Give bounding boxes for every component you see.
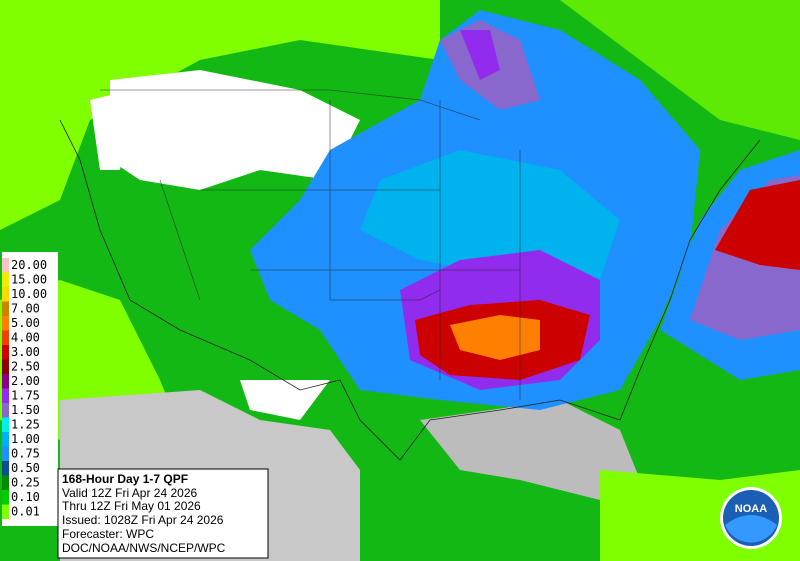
legend-label: 1.50 xyxy=(11,403,40,417)
light-green-area xyxy=(0,0,440,230)
info-box: 168-Hour Day 1-7 QPF Valid 12Z Fri Apr 2… xyxy=(57,468,269,559)
info-line: Thru 12Z Fri May 01 2026 xyxy=(62,499,201,513)
legend-label: 1.00 xyxy=(11,432,40,446)
legend-swatch xyxy=(2,388,9,403)
legend-swatch xyxy=(2,359,9,374)
legend-label: 0.50 xyxy=(11,461,40,475)
light-green-area xyxy=(560,0,800,140)
legend-label: 0.01 xyxy=(11,504,40,518)
logo-text: NOAA xyxy=(735,503,767,515)
legend-label: 1.75 xyxy=(11,388,40,402)
legend-label: 1.25 xyxy=(11,417,40,431)
legend-swatch xyxy=(2,461,9,476)
legend-label: 0.75 xyxy=(11,446,40,460)
logo-wave xyxy=(725,515,777,543)
cyan-area xyxy=(360,150,620,280)
info-line: DOC/NOAA/NWS/NCEP/WPC xyxy=(62,541,226,555)
gulf-gray xyxy=(420,400,640,500)
legend-label: 5.00 xyxy=(11,316,40,330)
info-line: Forecaster: WPC xyxy=(62,527,154,541)
info-line: Valid 12Z Fri Apr 24 2026 xyxy=(62,486,198,500)
no-precip xyxy=(240,380,330,420)
legend-label: 2.00 xyxy=(11,374,40,388)
state-lines xyxy=(100,89,521,400)
info-title: 168-Hour Day 1-7 QPF xyxy=(62,472,188,486)
legend-label: 7.00 xyxy=(11,301,40,315)
legend-label: 3.00 xyxy=(11,345,40,359)
legend-label: 10.00 xyxy=(11,287,47,301)
legend-swatch xyxy=(2,258,9,273)
legend-swatch xyxy=(2,374,9,389)
legend-swatch xyxy=(2,287,9,302)
no-precip xyxy=(110,70,360,190)
no-precip xyxy=(90,90,130,170)
purple-area xyxy=(460,30,500,80)
red-area xyxy=(715,180,800,270)
legend-swatch xyxy=(2,345,9,360)
info-line: Issued: 1028Z Fri Apr 24 2026 xyxy=(62,513,224,527)
legend-label: 4.00 xyxy=(11,330,40,344)
legend-swatch xyxy=(2,446,9,461)
legend-swatch xyxy=(2,301,9,316)
noaa-logo: NOAA xyxy=(720,487,782,549)
legend-swatch xyxy=(2,272,9,287)
legend-swatch xyxy=(2,330,9,345)
info-background xyxy=(57,468,269,559)
legend-label: 0.25 xyxy=(11,475,40,489)
coastline xyxy=(59,119,761,461)
legend-swatch xyxy=(2,417,9,432)
legend-swatch xyxy=(2,504,9,519)
legend-background xyxy=(2,252,58,526)
legend-label: 2.50 xyxy=(11,359,40,373)
legend: 20.0015.0010.007.005.004.003.002.502.001… xyxy=(2,252,58,526)
legend-label: 15.00 xyxy=(11,272,47,286)
legend-label: 20.00 xyxy=(11,258,47,272)
legend-swatch xyxy=(2,475,9,490)
legend-swatch xyxy=(2,316,9,331)
orange-area xyxy=(450,315,540,360)
legend-swatch xyxy=(2,403,9,418)
legend-swatch xyxy=(2,432,9,447)
legend-label: 0.10 xyxy=(11,490,40,504)
legend-swatch xyxy=(2,490,9,505)
